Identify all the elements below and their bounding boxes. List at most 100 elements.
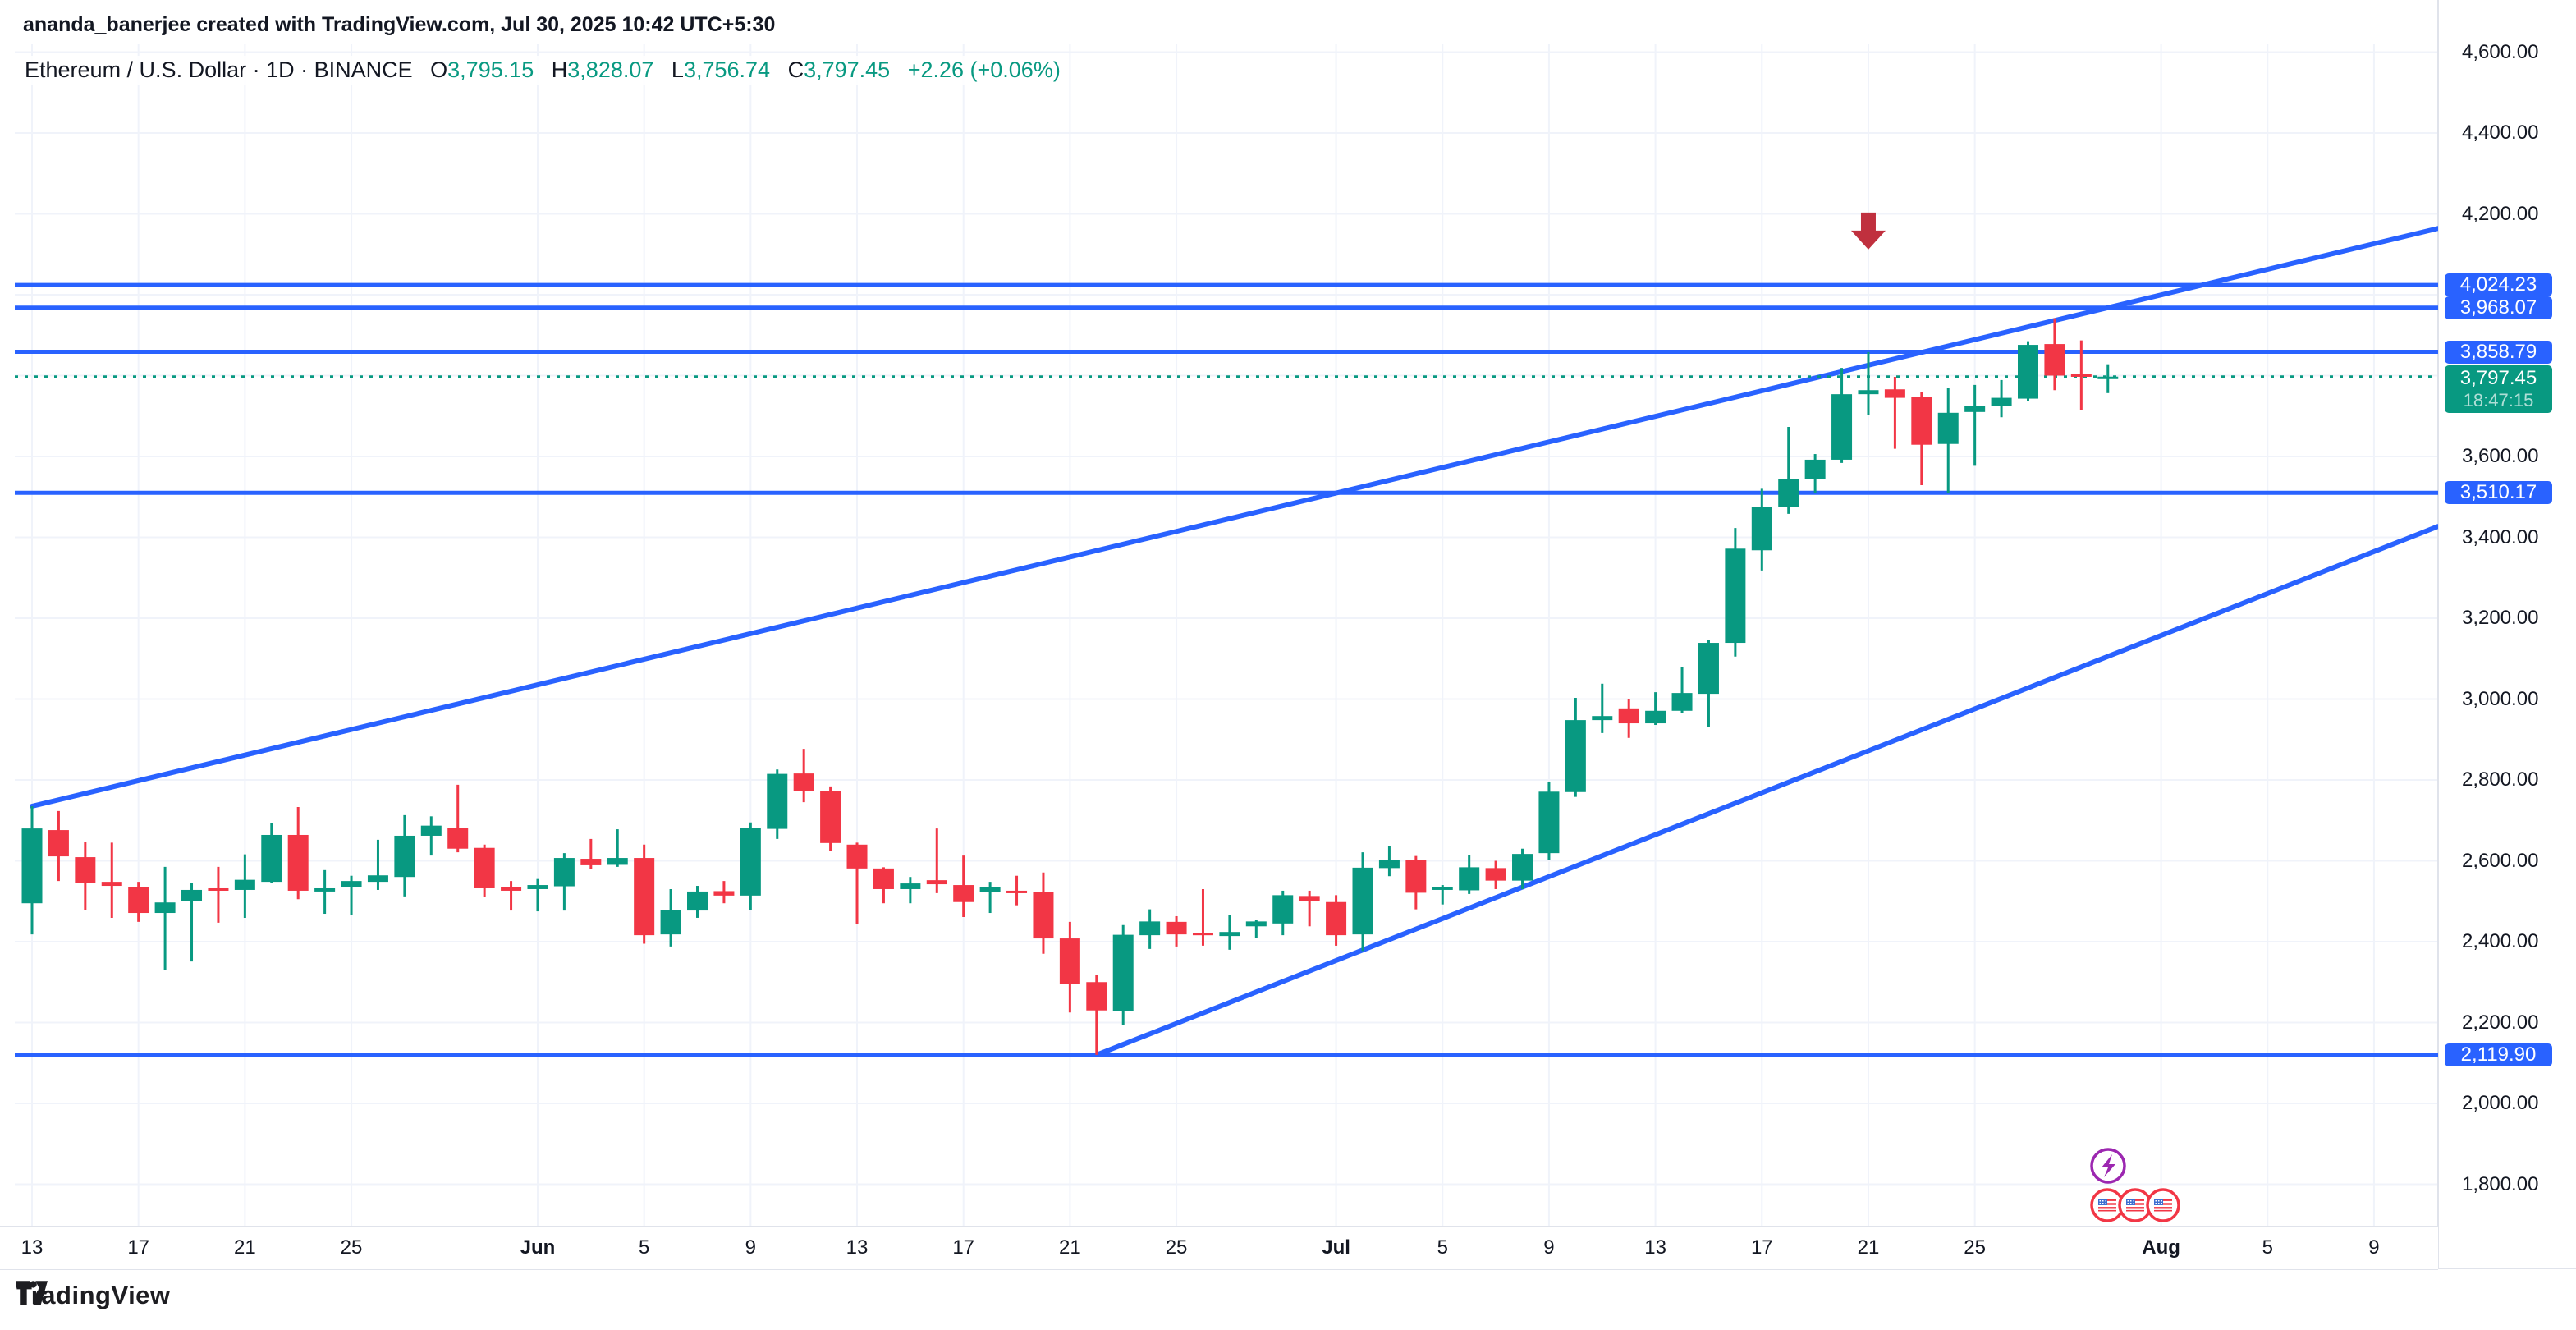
- candle: [1698, 640, 1719, 727]
- candle: [447, 784, 469, 853]
- price-tick-label: 2,800.00: [2462, 768, 2539, 791]
- price-tick-label: 3,400.00: [2462, 525, 2539, 548]
- price-tick-label: 3,200.00: [2462, 607, 2539, 629]
- price-tick-label: 4,200.00: [2462, 202, 2539, 225]
- candle: [1645, 692, 1666, 726]
- candle: [1937, 388, 1959, 493]
- candle: [1538, 782, 1560, 860]
- candle: [634, 844, 655, 944]
- current-price-value: 3,797.45: [2459, 366, 2537, 389]
- time-tick-label: 17: [127, 1236, 150, 1259]
- candle: [1485, 860, 1506, 889]
- candle: [846, 842, 868, 924]
- bar-countdown: 18:47:15: [2463, 389, 2534, 410]
- time-tick-label: 21: [1059, 1236, 1081, 1259]
- time-tick-label: 17: [1750, 1236, 1773, 1259]
- time-tick-label: 5: [2262, 1236, 2273, 1259]
- candle: [687, 886, 708, 918]
- candle: [873, 867, 894, 904]
- candle: [553, 853, 575, 911]
- candle: [1964, 384, 1986, 466]
- close-label: C: [787, 57, 804, 82]
- candle: [2044, 318, 2065, 391]
- price-tick-label: 2,200.00: [2462, 1011, 2539, 1034]
- candle: [128, 882, 149, 922]
- time-tick-label: 5: [1437, 1236, 1448, 1259]
- lower-channel-trendline[interactable]: [1093, 524, 2441, 1057]
- us-flag-event-icon[interactable]: [2118, 1188, 2152, 1222]
- time-tick-label: 9: [745, 1236, 757, 1259]
- time-tick-label: 25: [1165, 1236, 1188, 1259]
- price-tick-label: 4,600.00: [2462, 40, 2539, 63]
- price-tick-label: 2,400.00: [2462, 930, 2539, 952]
- time-tick-label: 21: [1857, 1236, 1880, 1259]
- price-line-badge: 2,119.90: [2445, 1043, 2552, 1066]
- candle: [1139, 909, 1161, 949]
- price-line-badge: 3,510.17: [2445, 481, 2552, 505]
- price-axis[interactable]: 4,600.00 4,400.00 4,200.00 3,600.00 3,400.00…: [2438, 0, 2576, 1268]
- candle: [367, 839, 388, 890]
- time-tick-label: Jul: [1322, 1236, 1350, 1259]
- candle: [1565, 698, 1586, 797]
- candle: [1884, 376, 1905, 449]
- price-tick-label: 2,000.00: [2462, 1092, 2539, 1114]
- time-tick-label: 13: [21, 1236, 44, 1259]
- candle: [101, 842, 122, 918]
- candle: [953, 855, 974, 917]
- candle: [793, 749, 814, 803]
- symbol-legend[interactable]: Ethereum / U.S. Dollar · 1D · BINANCE O3…: [25, 56, 1069, 85]
- candle: [75, 842, 96, 910]
- candle: [314, 869, 336, 915]
- candle: [1459, 855, 1480, 894]
- time-tick-label: Jun: [520, 1236, 556, 1259]
- candle: [1671, 667, 1693, 713]
- arrow-down-marker[interactable]: [1850, 212, 1886, 250]
- candle: [1086, 975, 1107, 1055]
- time-tick-label: 13: [846, 1236, 869, 1259]
- high-label: H: [551, 57, 568, 82]
- candle: [208, 866, 229, 923]
- candle: [1272, 890, 1294, 936]
- candle: [1831, 368, 1853, 463]
- candle: [1245, 920, 1267, 938]
- price-tick-label: 1,800.00: [2462, 1172, 2539, 1195]
- candle: [527, 878, 548, 912]
- time-axis[interactable]: 13 17 21 25 Jun 5 9 13 17 21 25 Jul 5 9 13 17 21 25 Aug 5 9: [0, 1226, 2438, 1270]
- footer: TradingView: [16, 1281, 171, 1310]
- open-value: 3,795.15: [447, 57, 534, 82]
- candle: [1352, 852, 1373, 952]
- candle: [501, 881, 522, 911]
- open-label: O: [430, 57, 448, 82]
- current-price-badge: 3,797.45 18:47:15: [2445, 365, 2552, 413]
- candle: [1592, 683, 1613, 733]
- symbol-title: Ethereum / U.S. Dollar · 1D · BINANCE: [25, 57, 413, 82]
- price-tick-label: 4,400.00: [2462, 122, 2539, 144]
- candle: [2097, 364, 2119, 393]
- candle: [1059, 921, 1080, 1013]
- high-value: 3,828.07: [567, 57, 654, 82]
- time-tick-label: 9: [2368, 1236, 2380, 1259]
- upper-channel-trendline[interactable]: [30, 226, 2441, 809]
- candle: [21, 806, 43, 935]
- candle: [926, 828, 947, 893]
- candle: [767, 769, 788, 839]
- candle: [48, 810, 69, 882]
- price-tick-label: 2,600.00: [2462, 849, 2539, 872]
- us-flag-event-icon[interactable]: [2090, 1188, 2125, 1222]
- us-flag-event-icon[interactable]: [2146, 1188, 2180, 1222]
- candle: [1112, 924, 1134, 1025]
- candle: [1991, 379, 2012, 418]
- candle: [2018, 341, 2038, 401]
- candle: [740, 822, 761, 910]
- candle: [1911, 392, 1932, 485]
- time-tick-label: 25: [340, 1236, 363, 1259]
- time-tick-label: 17: [952, 1236, 975, 1259]
- candle: [660, 888, 681, 947]
- candle: [1299, 890, 1320, 927]
- lightning-event-icon[interactable]: [2090, 1148, 2126, 1184]
- time-tick-label: 5: [638, 1236, 650, 1259]
- price-line-badge: 3,968.07: [2445, 296, 2552, 319]
- price-line-badge: 4,024.23: [2445, 273, 2552, 297]
